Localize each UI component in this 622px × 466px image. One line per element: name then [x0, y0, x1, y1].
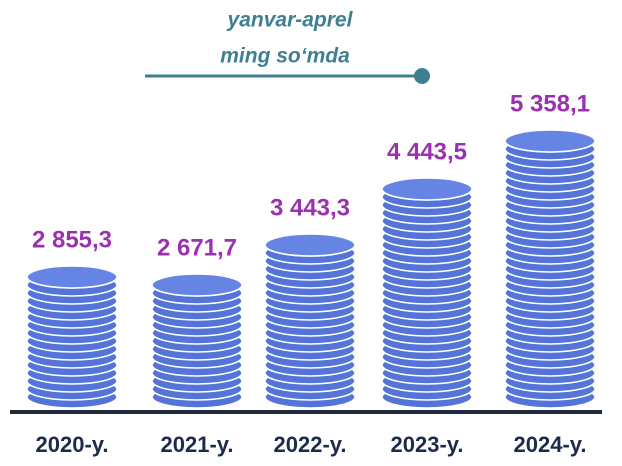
x-tick-label: 2020-y.: [36, 432, 109, 457]
x-tick-label: 2021-y.: [161, 432, 234, 457]
x-tick-label: 2022-y.: [274, 432, 347, 457]
coin-stack: [264, 233, 356, 409]
coin-stack: [26, 265, 118, 409]
subtitle-dot: [414, 68, 430, 84]
coin-stack: [504, 129, 596, 409]
coin-stack: [381, 177, 473, 409]
coin-top: [151, 273, 243, 297]
value-label: 3 443,3: [270, 194, 350, 221]
value-label: 2 671,7: [157, 234, 237, 261]
coin-top: [504, 129, 596, 153]
subtitle-line: ming so‘mda: [220, 45, 350, 68]
value-label: 4 443,5: [387, 138, 467, 165]
x-tick-label: 2023-y.: [391, 432, 464, 457]
coin-top: [381, 177, 473, 201]
x-tick-label: 2024-y.: [514, 432, 587, 457]
coin-stack: [151, 273, 243, 409]
coin-top: [264, 233, 356, 257]
value-label: 2 855,3: [32, 226, 112, 253]
coin-top: [26, 265, 118, 289]
subtitle-line: yanvar-aprel: [227, 9, 354, 32]
value-label: 5 358,1: [510, 90, 590, 117]
